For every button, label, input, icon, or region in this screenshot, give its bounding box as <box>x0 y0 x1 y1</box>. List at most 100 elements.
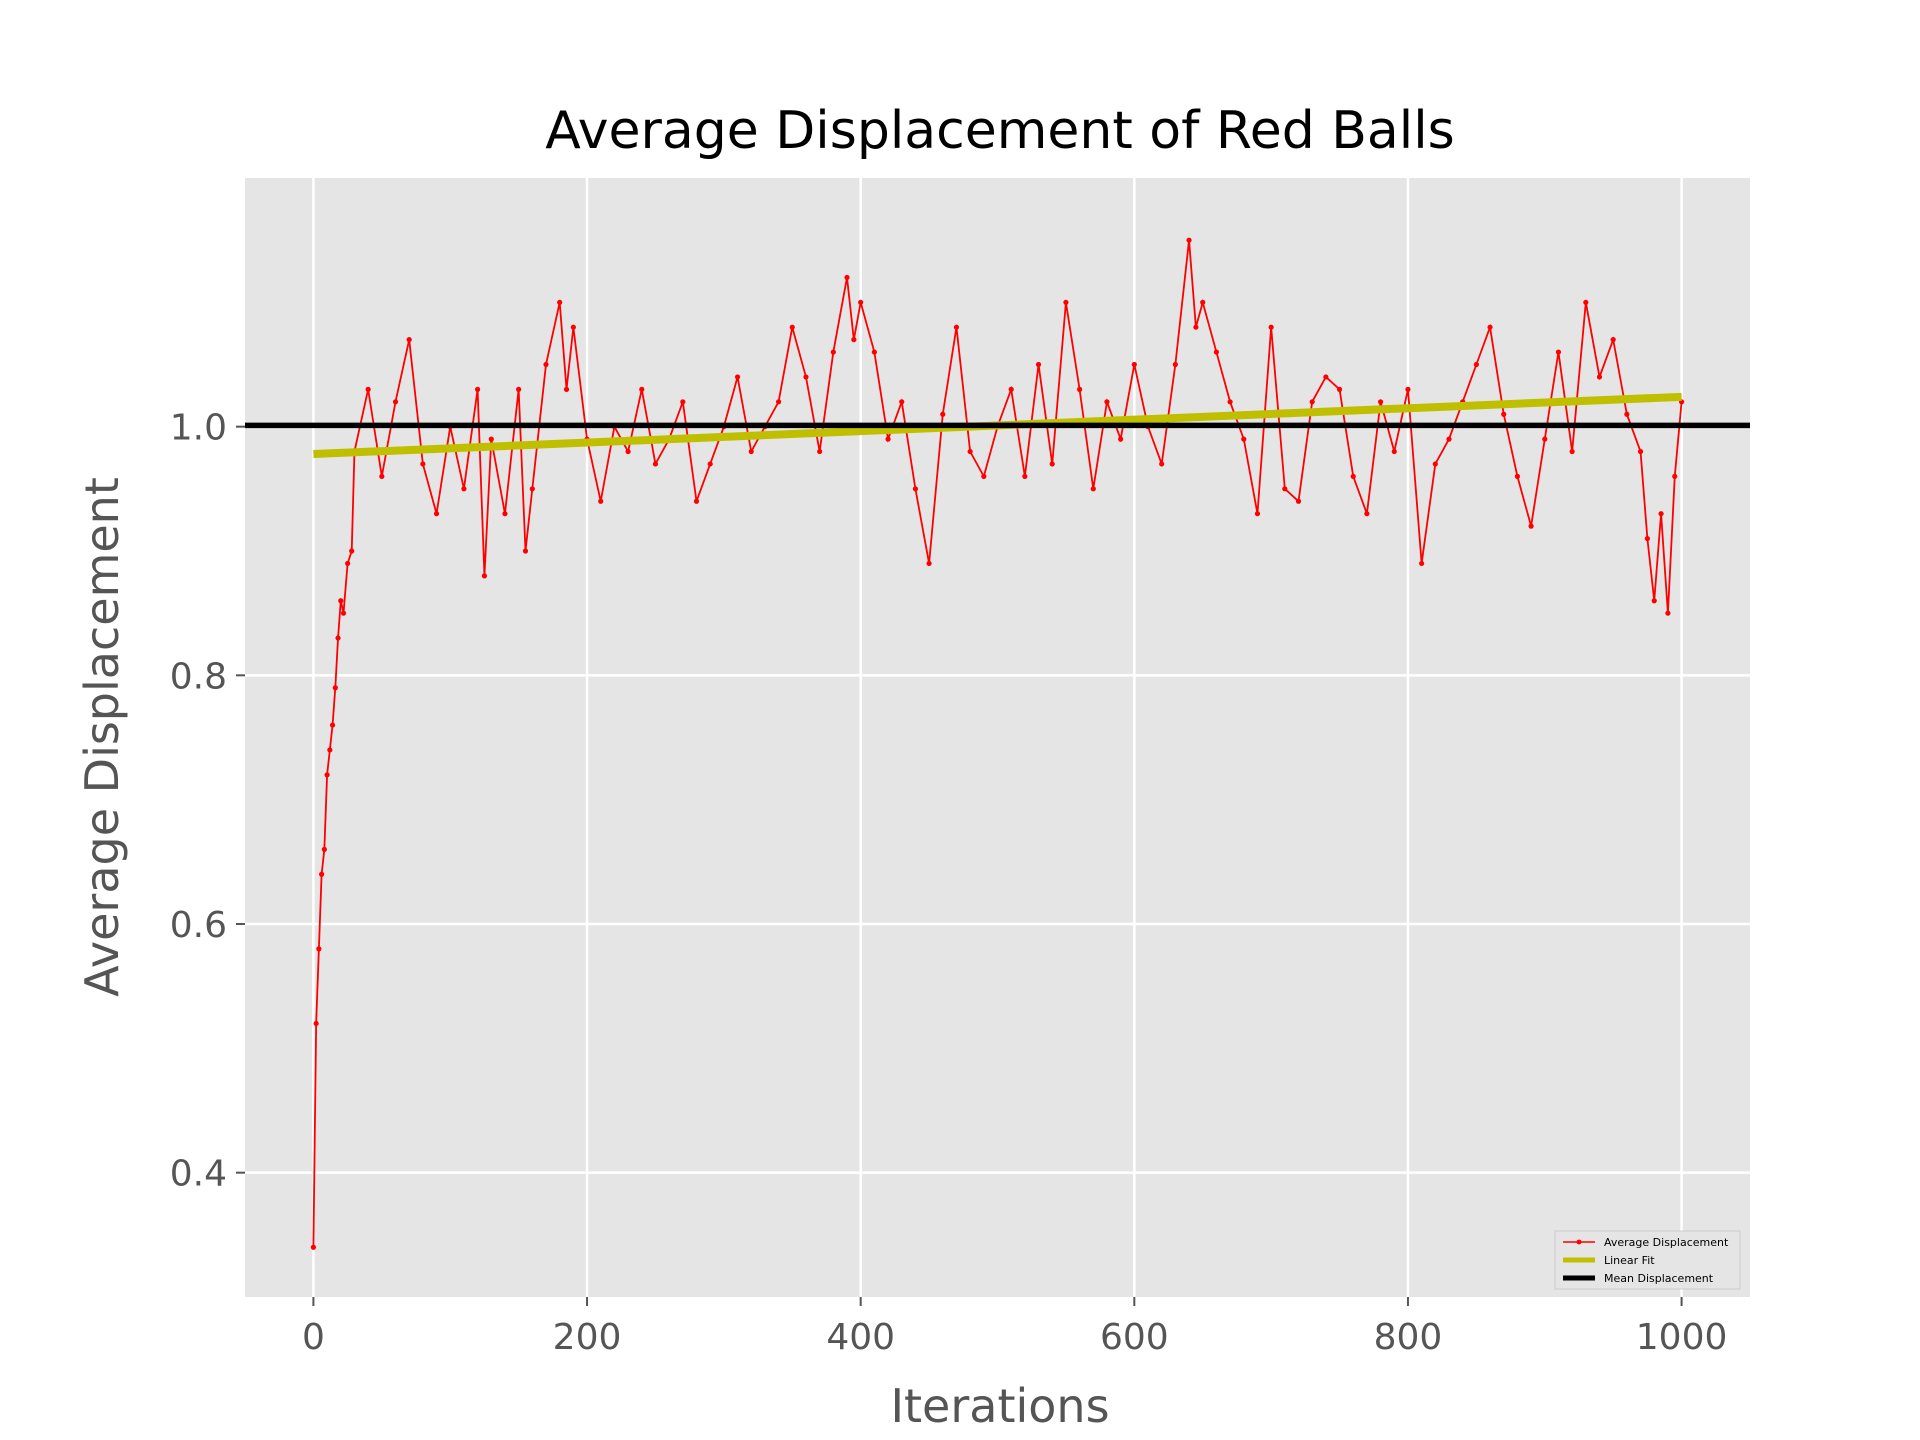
legend-label: Linear Fit <box>1604 1254 1655 1267</box>
data-point <box>502 511 508 517</box>
data-point <box>1063 299 1069 305</box>
data-point <box>1405 386 1411 392</box>
data-point <box>885 436 891 442</box>
data-point <box>392 399 399 405</box>
data-point <box>1583 299 1589 305</box>
data-point <box>338 598 344 604</box>
data-point <box>1254 511 1261 517</box>
data-point <box>912 486 919 492</box>
data-point <box>1268 324 1274 330</box>
data-point <box>830 349 836 355</box>
data-point <box>817 448 823 455</box>
data-point <box>1213 349 1220 355</box>
data-point <box>1295 498 1302 504</box>
y-tick-label: 0.6 <box>170 905 227 946</box>
data-point <box>1501 411 1507 417</box>
data-point <box>1446 436 1452 442</box>
data-point <box>1193 324 1199 330</box>
data-point <box>319 871 325 877</box>
data-point <box>420 461 426 467</box>
y-tick-label: 0.4 <box>170 1154 227 1195</box>
data-point <box>1282 486 1288 492</box>
data-point <box>329 722 336 728</box>
series-layer <box>245 237 1750 1250</box>
data-point <box>1131 361 1137 368</box>
data-point <box>1172 361 1178 368</box>
legend-marker <box>1576 1239 1582 1245</box>
data-point <box>851 337 857 343</box>
x-axis-label: Iterations <box>890 1379 1109 1433</box>
data-point <box>1665 610 1671 616</box>
data-point <box>1555 349 1562 355</box>
data-point <box>1377 399 1384 405</box>
data-point <box>474 386 481 392</box>
data-point <box>327 747 333 753</box>
data-point <box>1391 448 1397 455</box>
x-tick-label: 800 <box>1374 1317 1443 1358</box>
data-point <box>557 299 563 305</box>
data-point <box>1336 386 1343 392</box>
data-point <box>365 386 371 392</box>
data-point <box>1514 473 1521 479</box>
data-point <box>1104 399 1110 405</box>
data-point <box>1473 361 1479 368</box>
data-point <box>707 461 713 467</box>
x-tick-label: 200 <box>553 1317 622 1358</box>
data-point <box>899 399 905 405</box>
data-point <box>516 386 522 392</box>
data-point <box>1227 399 1233 405</box>
data-point <box>1672 473 1678 479</box>
data-point <box>488 436 494 442</box>
data-point <box>981 473 987 479</box>
data-point <box>313 1020 319 1027</box>
tick-labels: 0 200 400 600 800 1000 0.4 0.6 0.8 1.0 <box>170 408 1728 1358</box>
data-point <box>379 473 385 479</box>
data-point <box>1624 411 1630 417</box>
data-point <box>1610 337 1616 343</box>
data-point <box>310 1244 317 1250</box>
data-point <box>639 386 645 392</box>
data-point <box>775 399 782 405</box>
plot-background <box>245 178 1750 1297</box>
data-point <box>1090 486 1096 492</box>
data-point <box>598 498 604 504</box>
data-point <box>433 511 440 517</box>
data-point <box>748 448 754 455</box>
data-point <box>1651 598 1657 604</box>
data-point <box>1350 473 1356 479</box>
data-point <box>844 274 850 281</box>
legend-label: Average Displacement <box>1604 1236 1729 1249</box>
data-point <box>461 486 467 492</box>
data-point <box>563 386 570 392</box>
data-point <box>926 560 932 567</box>
y-tick-label: 0.8 <box>170 656 227 697</box>
data-point <box>1637 448 1644 455</box>
data-point <box>1542 436 1548 442</box>
data-point <box>522 548 529 554</box>
data-point <box>871 349 877 355</box>
y-axis-label: Average Displacement <box>75 477 129 997</box>
data-point <box>953 324 960 330</box>
data-point <box>349 548 355 554</box>
x-tick-label: 600 <box>1100 1317 1169 1358</box>
data-point <box>1309 399 1315 405</box>
data-point <box>940 411 946 417</box>
x-tick-label: 400 <box>826 1317 895 1358</box>
data-point <box>570 324 576 330</box>
data-point <box>406 337 412 343</box>
data-point <box>1049 461 1055 467</box>
data-point <box>1658 511 1664 517</box>
data-point <box>1569 448 1575 455</box>
data-point <box>1118 436 1124 442</box>
data-point <box>316 946 322 952</box>
data-point <box>324 772 330 778</box>
data-point <box>1200 299 1206 305</box>
data-point <box>340 610 347 616</box>
y-tick-label: 1.0 <box>170 408 227 449</box>
data-point <box>967 448 973 455</box>
x-tick-label: 1000 <box>1636 1317 1728 1358</box>
data-point <box>693 498 700 504</box>
data-point <box>481 573 488 579</box>
chart-title: Average Displacement of Red Balls <box>545 101 1455 161</box>
